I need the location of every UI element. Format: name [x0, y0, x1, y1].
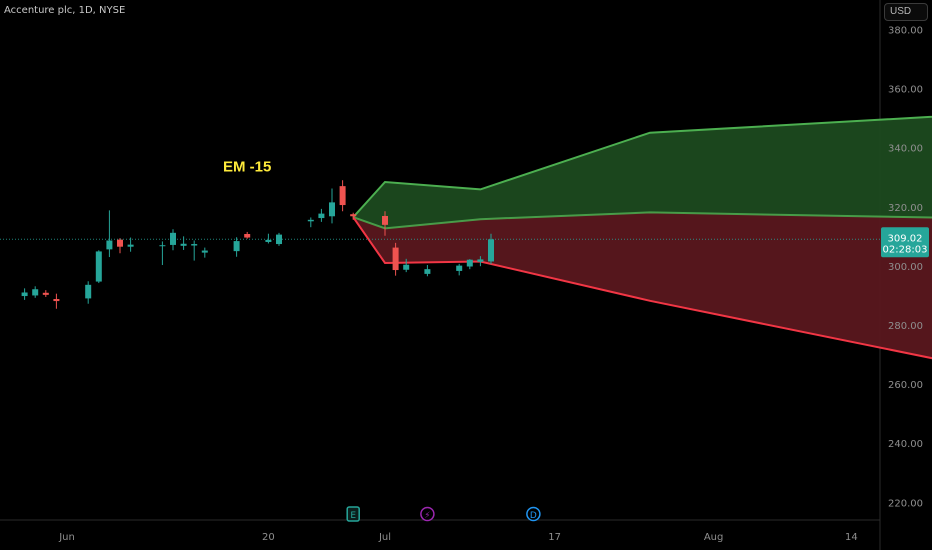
event-dividend-icon[interactable]	[526, 506, 541, 522]
candle-body	[424, 269, 431, 274]
x-tick-label: Jun	[58, 532, 75, 543]
candle-body	[127, 244, 134, 247]
x-tick-label: 17	[548, 532, 561, 543]
candle-body	[456, 265, 463, 271]
time-axis[interactable]: Jun20Jul17Aug14Sep18Oct16	[58, 532, 932, 543]
candle-body	[85, 284, 92, 299]
candle-body	[53, 299, 60, 302]
bearish-zone	[353, 212, 932, 359]
candle-body	[307, 219, 314, 222]
event-earnings-letter: E	[350, 511, 356, 521]
last-price-tag-bg	[881, 227, 929, 258]
x-tick-label: 20	[262, 532, 275, 543]
event-dividend-letter: D	[530, 511, 537, 521]
event-earnings-icon[interactable]	[346, 506, 360, 522]
y-tick-label: 240.00	[888, 439, 923, 450]
y-tick-label: 220.00	[888, 498, 923, 509]
event-split-letter: ⚡	[424, 511, 430, 521]
candle-body	[488, 239, 494, 262]
y-tick-label: 280.00	[888, 321, 923, 332]
candle-body	[42, 292, 49, 295]
bullish-zone	[353, 116, 932, 229]
candle-body	[159, 245, 166, 247]
price-axis[interactable]: 220.00 240.00 260.00 280.00 300.00 320.00 340.…	[888, 26, 923, 510]
em-annotation-label: EM -15	[223, 158, 271, 175]
candle-body	[191, 244, 198, 246]
candle-body	[95, 251, 102, 282]
candle-body	[32, 289, 39, 296]
currency-selector[interactable]: USD	[884, 3, 928, 21]
candle-body	[201, 250, 208, 253]
y-tick-label: 380.00	[888, 26, 923, 37]
candle-body	[233, 241, 240, 252]
candle-body	[403, 264, 410, 270]
y-tick-label: 300.00	[888, 262, 923, 273]
candle-body	[392, 247, 399, 271]
candle-body	[466, 259, 473, 267]
last-price-value: 309.02	[888, 233, 923, 244]
candle-body	[339, 186, 346, 206]
y-tick-label: 260.00	[888, 380, 923, 391]
x-tick-label: 14	[845, 532, 858, 543]
expected-move-labels: EM -15$357.85$313.98$242.19	[223, 158, 271, 175]
x-tick-label: Jul	[378, 532, 391, 543]
candle-body	[265, 239, 272, 242]
candle-body	[329, 202, 335, 217]
event-markers: E⚡DE	[346, 506, 541, 522]
candle-body	[170, 232, 176, 245]
mid-line	[352, 211, 932, 230]
y-tick-label: 340.00	[888, 144, 923, 155]
chart-title: Accenture plc, 1D, NYSE	[4, 5, 126, 16]
candle-body	[180, 243, 187, 246]
x-tick-label: Aug	[704, 532, 724, 543]
y-tick-label: 320.00	[888, 203, 923, 214]
bar-countdown: 02:28:03	[883, 244, 928, 255]
candle-body	[106, 240, 113, 250]
expected-move-areas	[352, 115, 932, 360]
candle-body	[382, 215, 388, 225]
upper-bound-line	[352, 115, 932, 218]
candle-body	[318, 213, 325, 219]
candle-body	[244, 234, 251, 238]
candle-body	[117, 239, 123, 247]
event-split-icon[interactable]	[420, 506, 435, 522]
candle-body	[350, 214, 357, 217]
y-tick-label: 360.00	[888, 85, 923, 96]
candle-body	[477, 259, 484, 262]
candle-body	[21, 292, 28, 297]
